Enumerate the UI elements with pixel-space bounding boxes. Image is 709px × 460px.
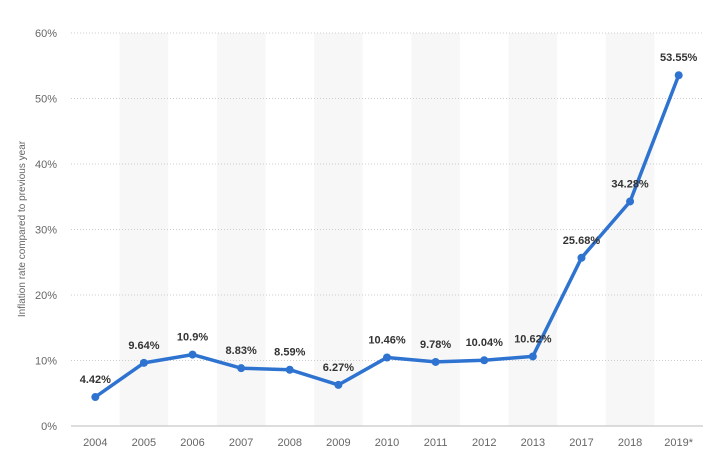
data-label: 8.59% — [274, 347, 305, 359]
y-axis-label: Inflation rate compared to previous year — [17, 140, 28, 317]
data-label: 10.46% — [368, 334, 406, 346]
x-tick-label: 2013 — [521, 437, 545, 449]
data-label: 4.42% — [80, 374, 111, 386]
data-label: 10.04% — [466, 337, 504, 349]
data-point — [139, 358, 148, 367]
y-tick-label: 40% — [35, 159, 57, 171]
y-tick-label: 60% — [35, 28, 57, 40]
data-point — [285, 365, 294, 374]
y-tick-label: 50% — [35, 94, 57, 106]
x-tick-label: 2011 — [424, 437, 448, 449]
x-tick-label: 2004 — [83, 437, 107, 449]
data-label: 8.83% — [226, 345, 257, 357]
data-point — [674, 71, 683, 80]
data-label: 6.27% — [323, 362, 354, 374]
data-point — [188, 350, 197, 359]
x-tick-label: 2018 — [618, 437, 642, 449]
data-label: 9.78% — [420, 339, 451, 351]
data-point — [431, 357, 440, 366]
data-label: 10.9% — [177, 332, 208, 344]
data-point — [91, 393, 100, 402]
column-band — [508, 33, 558, 426]
data-label: 25.68% — [563, 235, 601, 247]
x-tick-label: 2007 — [229, 437, 253, 449]
y-tick-labels: 0% 10% 20% 30% 40% 50% 60% — [35, 28, 57, 433]
data-points — [91, 71, 683, 402]
data-point — [626, 197, 635, 206]
x-tick-label: 2006 — [180, 437, 204, 449]
x-tick-label: 2012 — [472, 437, 496, 449]
data-point — [480, 356, 489, 365]
y-tick-label: 20% — [35, 290, 57, 302]
data-point — [334, 380, 343, 389]
x-tick-labels: 2004 2005 2006 2007 2008 2009 2010 2011 2012 2013… — [83, 437, 694, 449]
x-tick-label: 2017 — [569, 437, 593, 449]
y-tick-label: 30% — [35, 225, 57, 237]
column-band — [605, 33, 655, 426]
x-tick-label: 2005 — [132, 437, 156, 449]
data-point — [383, 353, 391, 362]
data-point — [237, 364, 246, 373]
y-tick-label: 0% — [41, 421, 57, 433]
y-tick-label: 10% — [35, 356, 57, 368]
data-label: 34.28% — [611, 178, 649, 190]
data-label: 10.62% — [514, 333, 552, 345]
data-point — [577, 253, 586, 262]
data-point — [528, 352, 537, 361]
x-tick-label: 2010 — [375, 437, 399, 449]
x-tick-label: 2009 — [326, 437, 350, 449]
data-label: 9.64% — [128, 340, 159, 352]
x-tick-label: 2019* — [664, 437, 693, 449]
x-tick-label: 2008 — [278, 437, 302, 449]
data-labels: 4.42% 9.64% 10.9% 8.83% 8.59% 6.27% 10.46% 9.78… — [80, 52, 698, 386]
column-bands — [119, 33, 655, 426]
data-label: 53.55% — [660, 52, 698, 64]
